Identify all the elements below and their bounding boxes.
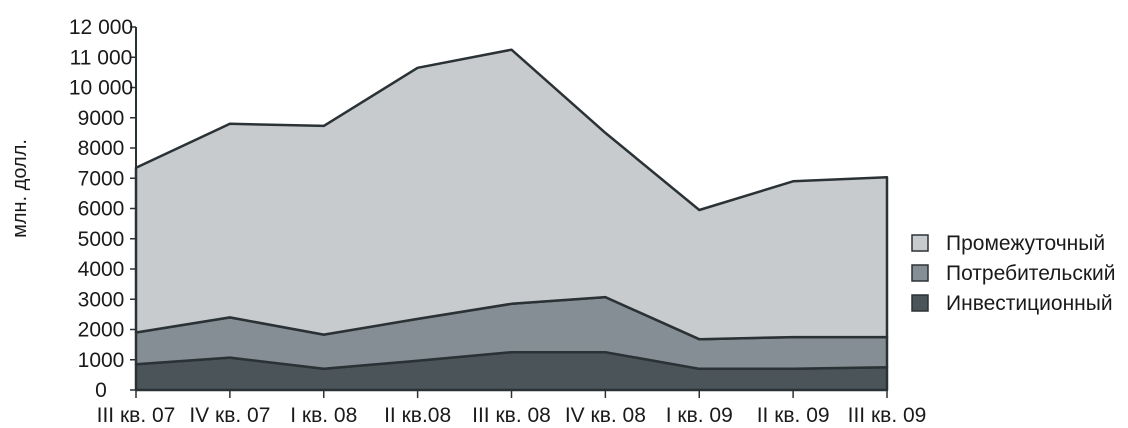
legend-swatch <box>911 294 929 312</box>
x-tick-label: III кв. 08 <box>472 404 551 427</box>
y-tick-label: 9000 <box>78 107 125 130</box>
legend-label: Потребительский <box>946 262 1116 285</box>
y-tick-label: 12 000 <box>69 16 133 39</box>
x-tick-label: I кв. 08 <box>290 404 357 427</box>
y-tick-label: 5000 <box>78 228 125 251</box>
x-tick-label: IV кв. 07 <box>189 404 270 427</box>
y-axis-title: млн. долл. <box>9 139 31 238</box>
x-tick-label: IV кв. 08 <box>565 404 646 427</box>
y-tick-label: 10 000 <box>69 77 133 100</box>
x-tick-label: III кв. 07 <box>97 404 176 427</box>
y-ticks: 0 1000 2000 3000 4000 5000 6000 7000 8000 9000 10 … <box>69 16 136 402</box>
x-tick-label: II кв. 09 <box>757 404 830 427</box>
legend: Промежуточный Потребительский Инвестиционн… <box>911 232 1116 315</box>
y-tick-label: 0 <box>95 379 107 402</box>
legend-label: Промежуточный <box>946 232 1105 255</box>
y-tick-label: 1000 <box>78 349 125 372</box>
plot-areas <box>134 48 889 392</box>
x-tick-label: III кв. 09 <box>848 404 927 427</box>
legend-swatch <box>911 264 929 282</box>
x-ticks: III кв. 07 IV кв. 07 I кв. 08 II кв.08 III к… <box>97 390 927 427</box>
y-tick-label: 7000 <box>78 167 125 190</box>
x-tick-label: II кв.08 <box>384 404 451 427</box>
y-tick-label: 11 000 <box>70 46 133 69</box>
legend-label: Инвестиционный <box>946 292 1113 315</box>
y-tick-label: 8000 <box>78 137 125 160</box>
series-area-3 <box>134 48 889 341</box>
y-tick-label: 4000 <box>78 258 125 281</box>
x-tick-label: I кв. 09 <box>666 404 733 427</box>
legend-swatch <box>911 234 929 252</box>
y-tick-label: 2000 <box>78 319 125 342</box>
y-tick-label: 6000 <box>78 198 125 221</box>
y-tick-label: 3000 <box>78 288 125 311</box>
